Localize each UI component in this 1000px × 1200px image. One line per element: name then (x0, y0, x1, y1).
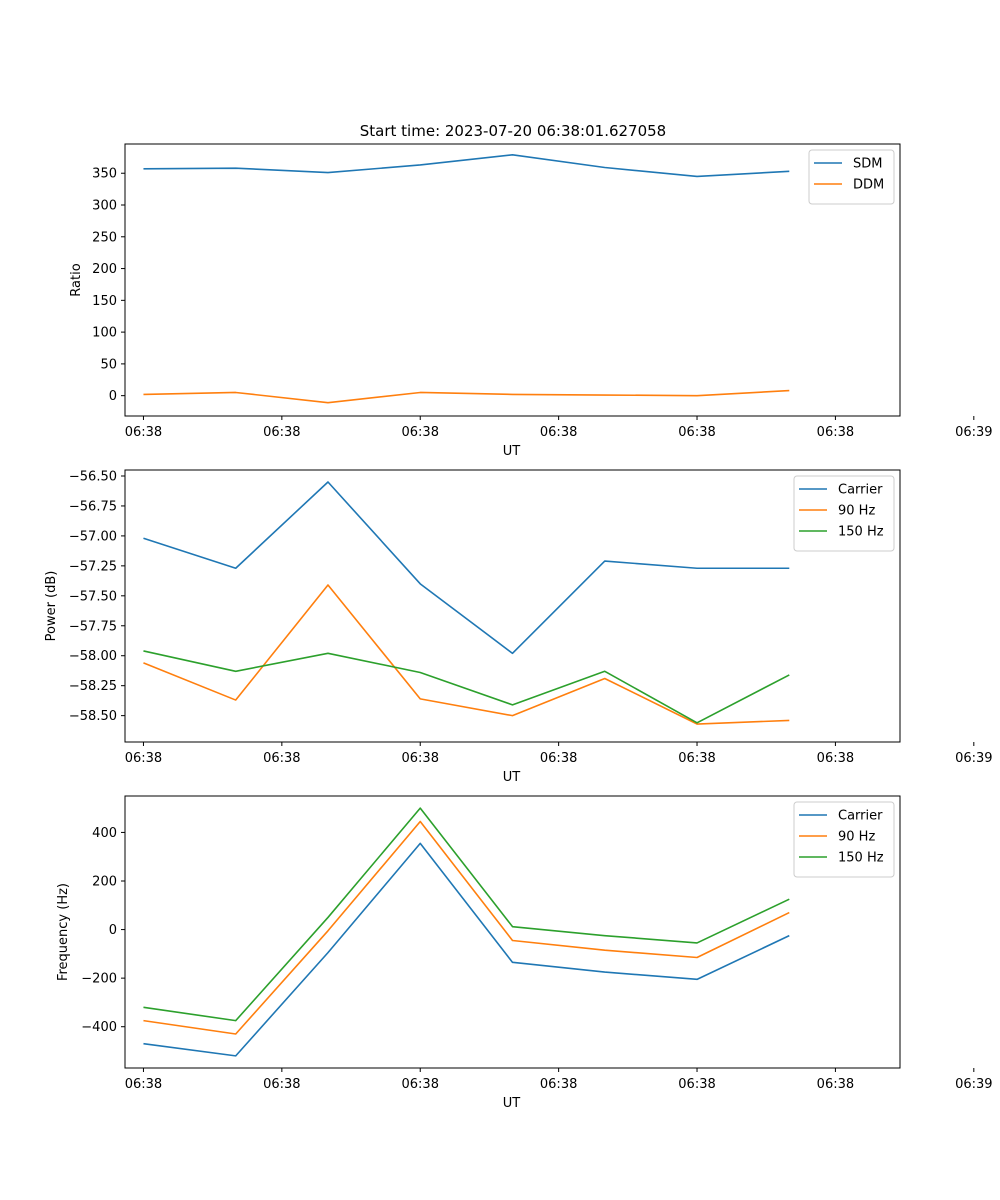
y-tick-label: −58.00 (69, 649, 117, 664)
x-tick-label: 06:38 (125, 425, 162, 440)
x-tick-label: 06:38 (263, 751, 300, 766)
x-tick-label: 06:38 (125, 751, 162, 766)
legend: SDM DDM (808, 149, 895, 205)
y-tick-label: −56.75 (69, 499, 117, 514)
legend-label: 90 Hz (838, 504, 875, 519)
x-tick-label: 06:38 (263, 1077, 300, 1092)
legend-label: 150 Hz (838, 525, 884, 540)
legend-label: DDM (853, 178, 884, 193)
y-axis-label: Ratio (69, 263, 84, 296)
x-tick-label: 06:38 (125, 1077, 162, 1092)
y-tick-label: 350 (92, 167, 117, 182)
axes-frame (124, 143, 901, 417)
ratio-subplot: 06:38 06:38 06:38 06:38 06:38 06:38 06:39 0 50 10… (69, 143, 993, 459)
y-tick-label: −400 (81, 1020, 117, 1035)
y-tick-label: 50 (100, 357, 117, 372)
y-tick-label: −58.50 (69, 709, 117, 724)
x-tick-label: 06:38 (678, 425, 715, 440)
axes-frame (124, 795, 901, 1069)
y-tick-label: 250 (92, 230, 117, 245)
legend: Carrier 90 Hz 150 Hz (793, 475, 895, 552)
frequency-subplot: 06:38 06:38 06:38 06:38 06:38 06:38 06:39 −400 −… (56, 795, 993, 1111)
x-axis-label: UT (503, 1096, 521, 1111)
series-line-90-hz (143, 820, 790, 1035)
series-line-90-hz (143, 584, 790, 725)
y-tick-label: 200 (92, 262, 117, 277)
axes-frame (124, 469, 901, 743)
y-tick-label: −57.75 (69, 619, 117, 634)
y-tick-label: 0 (109, 389, 117, 404)
y-tick-label: −200 (81, 972, 117, 987)
x-tick-label: 06:39 (955, 1077, 992, 1092)
power-subplot: 06:38 06:38 06:38 06:38 06:38 06:38 06:39 −58.5… (44, 469, 993, 785)
x-tick-label: 06:38 (817, 751, 854, 766)
figure-title: Start time: 2023-07-20 06:38:01.627058 (360, 122, 666, 140)
y-axis-label: Power (dB) (44, 571, 59, 642)
x-tick-label: 06:38 (263, 425, 300, 440)
legend-label: SDM (853, 157, 882, 172)
y-tick-label: 200 (92, 875, 117, 890)
legend-label: Carrier (838, 483, 883, 498)
series-line-150-hz (143, 807, 790, 1022)
legend-label: Carrier (838, 809, 883, 824)
x-axis-label: UT (503, 444, 521, 459)
y-tick-label: −57.25 (69, 559, 117, 574)
x-tick-label: 06:38 (540, 425, 577, 440)
y-tick-label: 150 (92, 294, 117, 309)
x-tick-label: 06:38 (402, 751, 439, 766)
y-tick-label: 400 (92, 826, 117, 841)
x-tick-label: 06:38 (817, 425, 854, 440)
series-line-carrier (143, 842, 790, 1057)
series-line-150-hz (143, 650, 790, 724)
x-tick-label: 06:38 (678, 751, 715, 766)
x-tick-label: 06:38 (540, 1077, 577, 1092)
x-tick-label: 06:39 (955, 425, 992, 440)
y-tick-label: −56.50 (69, 469, 117, 484)
series-line-carrier (143, 481, 790, 655)
x-axis-label: UT (503, 770, 521, 785)
legend-box (793, 801, 895, 878)
x-tick-label: 06:38 (402, 1077, 439, 1092)
series-line-ddm (143, 389, 790, 404)
y-tick-label: 300 (92, 199, 117, 214)
y-tick-label: 0 (109, 923, 117, 938)
legend-label: 90 Hz (838, 830, 875, 845)
x-tick-label: 06:38 (402, 425, 439, 440)
legend-label: 150 Hz (838, 851, 884, 866)
x-tick-label: 06:38 (678, 1077, 715, 1092)
series-line-sdm (143, 154, 790, 178)
legend: Carrier 90 Hz 150 Hz (793, 801, 895, 878)
y-axis-label: Frequency (Hz) (56, 883, 71, 981)
legend-box (793, 475, 895, 552)
y-tick-label: −57.50 (69, 589, 117, 604)
x-tick-label: 06:38 (817, 1077, 854, 1092)
y-tick-label: 100 (92, 326, 117, 341)
y-tick-label: −57.00 (69, 529, 117, 544)
x-tick-label: 06:38 (540, 751, 577, 766)
y-tick-label: −58.25 (69, 679, 117, 694)
x-tick-label: 06:39 (955, 751, 992, 766)
